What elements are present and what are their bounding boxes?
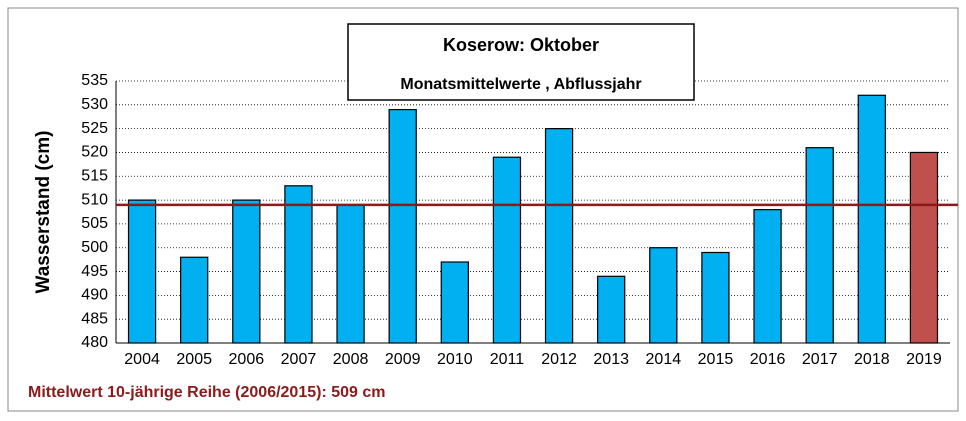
y-tick-label: 535 <box>81 72 108 89</box>
bar <box>492 156 522 344</box>
bar <box>753 209 782 344</box>
x-tick-label: 2011 <box>490 351 525 368</box>
x-tick-label: 2018 <box>854 351 890 368</box>
x-tick-label: 2017 <box>802 351 838 368</box>
bar <box>284 185 313 344</box>
bar <box>805 147 834 344</box>
x-tick-label: 2007 <box>281 351 317 368</box>
bar <box>597 275 626 344</box>
x-tick-label: 2012 <box>541 351 577 368</box>
bar <box>649 247 678 344</box>
bar <box>388 108 417 344</box>
x-tick-label: 2014 <box>646 351 682 368</box>
bar <box>701 251 730 344</box>
bar <box>180 256 209 344</box>
bar <box>857 94 886 344</box>
x-tick-label: 2019 <box>906 351 942 368</box>
bar <box>440 261 469 344</box>
bar <box>232 199 261 344</box>
y-tick-label: 505 <box>81 215 108 232</box>
title-box <box>347 23 695 101</box>
y-tick-label: 525 <box>81 120 108 137</box>
x-tick-label: 2005 <box>176 351 212 368</box>
y-tick-label: 530 <box>81 96 108 113</box>
y-tick-label: 515 <box>81 167 108 184</box>
y-tick-label: 495 <box>81 263 108 280</box>
x-tick-label: 2015 <box>698 351 734 368</box>
bar <box>544 128 574 344</box>
bar <box>127 199 157 344</box>
y-tick-label: 510 <box>81 191 108 208</box>
footnote: Mittelwert 10-jährige Reihe (2006/2015):… <box>28 384 386 401</box>
x-tick-label: 2010 <box>437 351 473 368</box>
x-tick-label: 2009 <box>385 351 421 368</box>
x-tick-label: 2008 <box>333 351 369 368</box>
chart-title: Koserow: Oktober <box>443 35 599 55</box>
y-tick-label: 500 <box>81 239 108 256</box>
y-tick-label: 520 <box>81 144 108 161</box>
bar <box>336 204 365 344</box>
x-tick-label: 2016 <box>750 351 786 368</box>
y-tick-label: 485 <box>81 310 108 327</box>
y-tick-label: 480 <box>81 334 108 351</box>
x-tick-label: 2004 <box>124 351 160 368</box>
x-tick-label: 2006 <box>229 351 265 368</box>
x-tick-label: 2013 <box>593 351 629 368</box>
plot: 480 485 490 495 500 505 510 515 520 525 530 535 2004… <box>81 72 958 368</box>
y-tick-label: 490 <box>81 287 108 304</box>
chart-subtitle: Monatsmittelwerte , Abflussjahr <box>400 76 641 93</box>
bar <box>909 151 939 344</box>
y-axis-label: Wasserstand (cm) <box>33 131 54 294</box>
